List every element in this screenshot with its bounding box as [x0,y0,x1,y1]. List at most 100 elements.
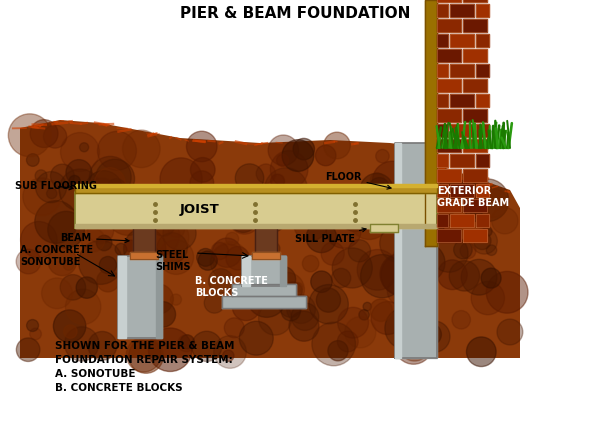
Circle shape [398,329,430,361]
Circle shape [97,131,136,170]
Circle shape [349,199,389,240]
Circle shape [452,311,470,329]
Circle shape [289,311,319,341]
Circle shape [80,143,89,152]
Circle shape [208,268,233,293]
Polygon shape [476,4,489,17]
Polygon shape [463,199,487,212]
Polygon shape [437,139,461,152]
Circle shape [339,189,371,222]
Circle shape [8,114,51,157]
Circle shape [316,288,341,312]
Polygon shape [450,154,474,167]
Circle shape [339,198,372,232]
Circle shape [50,164,74,188]
Circle shape [47,188,57,198]
Circle shape [124,228,166,270]
Circle shape [203,198,223,217]
Circle shape [278,293,302,317]
Circle shape [357,250,398,290]
Circle shape [326,213,361,248]
Text: JOIST: JOIST [180,204,220,216]
Circle shape [338,307,368,338]
Circle shape [133,340,142,349]
Circle shape [461,259,497,295]
Circle shape [97,235,112,251]
Circle shape [393,246,417,270]
Polygon shape [222,296,306,308]
Circle shape [466,179,509,222]
Polygon shape [450,34,474,47]
Polygon shape [425,0,437,246]
Text: A. CONCRETE
SONOTUBE: A. CONCRETE SONOTUBE [20,245,93,267]
Circle shape [395,326,433,364]
Text: EXTERIOR
GRADE BEAM: EXTERIOR GRADE BEAM [437,186,509,208]
Polygon shape [463,19,487,32]
Circle shape [388,277,416,305]
Circle shape [367,212,380,226]
Circle shape [35,172,67,203]
Circle shape [211,242,229,260]
Circle shape [88,217,114,244]
Polygon shape [437,214,448,227]
Circle shape [61,133,100,171]
Circle shape [407,244,445,282]
Circle shape [481,268,501,288]
Polygon shape [242,256,286,286]
Circle shape [245,258,257,269]
Circle shape [421,229,440,248]
Polygon shape [437,199,461,212]
Text: A. SONOTUBE: A. SONOTUBE [55,369,136,379]
Circle shape [106,191,150,235]
Circle shape [122,130,160,168]
Circle shape [229,202,260,234]
Circle shape [128,339,163,373]
Circle shape [472,228,497,254]
Circle shape [65,289,101,325]
Polygon shape [476,184,489,197]
Circle shape [497,319,523,345]
Circle shape [259,302,292,335]
Circle shape [66,159,92,186]
Circle shape [122,289,149,316]
Circle shape [26,154,39,166]
Circle shape [270,266,296,292]
Circle shape [30,120,58,148]
Polygon shape [255,225,277,255]
Circle shape [168,221,185,237]
Circle shape [99,256,116,274]
Polygon shape [476,154,489,167]
Circle shape [446,214,457,226]
Polygon shape [437,64,448,77]
Polygon shape [437,4,448,17]
Circle shape [321,242,344,265]
Polygon shape [437,169,461,182]
Text: SHOWN FOR THE PIER & BEAM: SHOWN FOR THE PIER & BEAM [55,341,235,351]
Circle shape [373,161,412,201]
Polygon shape [450,184,474,197]
Polygon shape [75,192,437,228]
Polygon shape [280,256,286,286]
Circle shape [271,151,308,188]
Circle shape [449,261,479,291]
Circle shape [430,234,468,272]
Polygon shape [437,94,448,107]
Circle shape [491,208,518,234]
Circle shape [224,318,244,338]
Polygon shape [437,109,461,122]
Circle shape [376,149,389,163]
Circle shape [370,173,385,187]
Circle shape [420,324,442,345]
Circle shape [466,205,482,222]
Circle shape [84,178,118,212]
Circle shape [76,277,97,298]
Circle shape [235,164,264,192]
Circle shape [250,269,263,284]
Circle shape [197,248,214,266]
Circle shape [460,243,476,259]
Circle shape [85,192,118,226]
Circle shape [256,164,275,184]
Circle shape [381,254,424,296]
Polygon shape [232,284,296,296]
Circle shape [16,249,41,274]
